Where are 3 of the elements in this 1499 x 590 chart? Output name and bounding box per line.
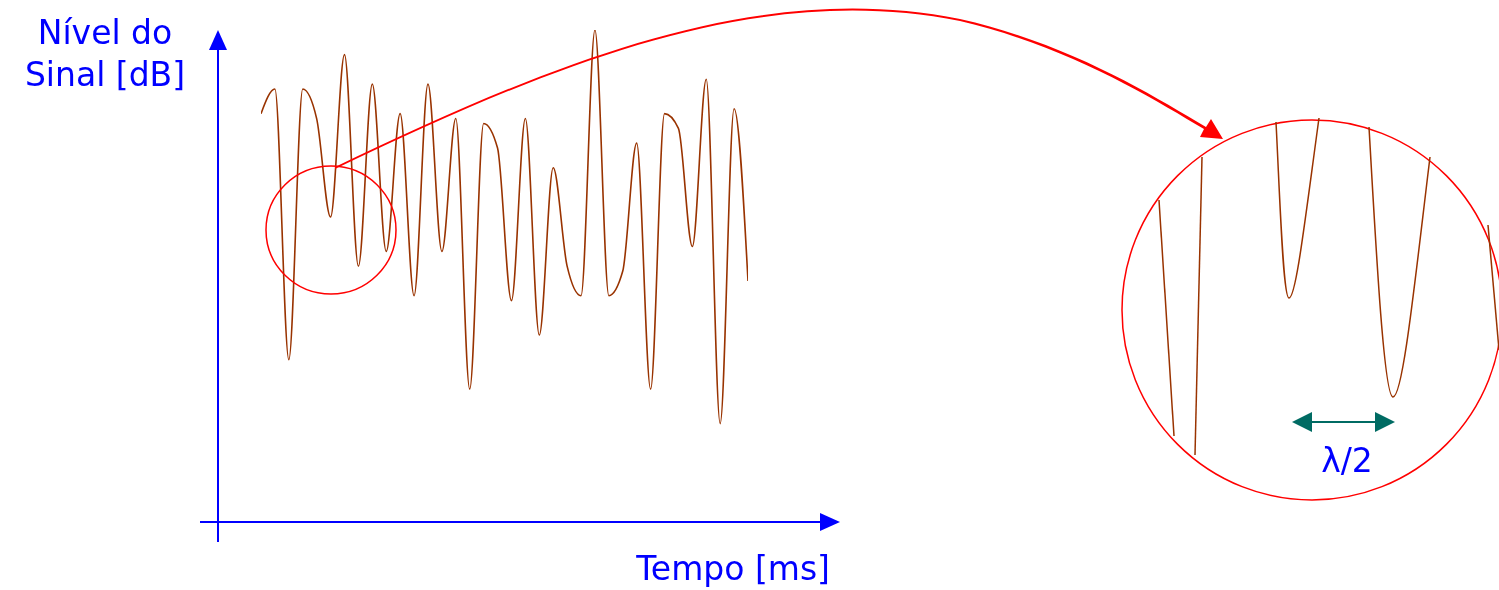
x-axis-title: Tempo [ms] [635, 549, 830, 588]
y-axis-title: Nível do Sinal [dB] [24, 13, 186, 94]
text: λ/2 [1321, 441, 1373, 480]
